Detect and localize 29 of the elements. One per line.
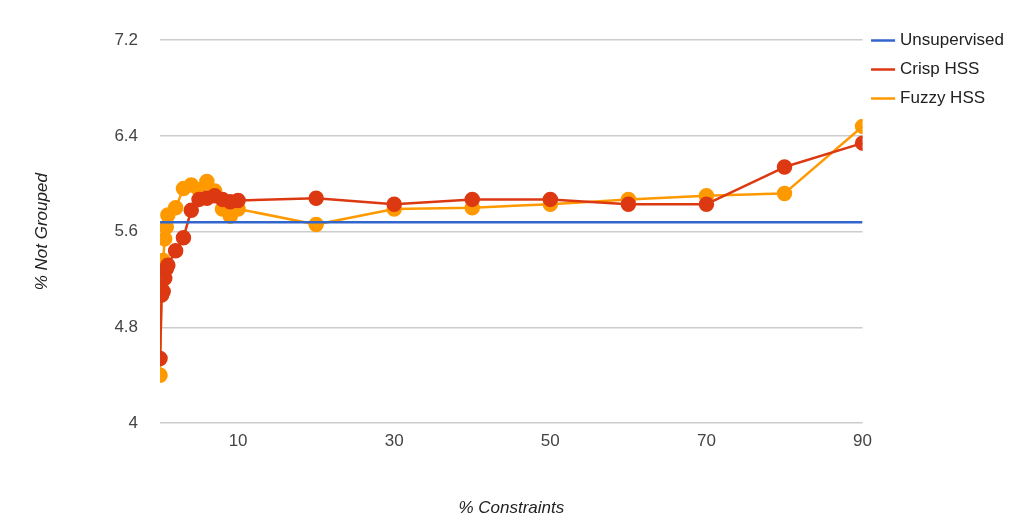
x-tick-label: 50: [540, 431, 560, 451]
point: [167, 200, 184, 216]
y-tick-label: 7.2: [114, 29, 139, 49]
point: [183, 202, 200, 218]
x-tick-label: 10: [228, 431, 248, 451]
point: [160, 257, 176, 273]
legend-label: Unsupervised: [900, 30, 1005, 50]
point: [542, 191, 559, 208]
point: [620, 196, 637, 212]
point: [308, 190, 324, 206]
point: [698, 196, 715, 212]
point: [776, 159, 793, 175]
y-axis-title: % Not Grouped: [31, 172, 51, 291]
x-tick-label: 90: [853, 431, 873, 451]
y-tick-label: 6.4: [114, 125, 139, 145]
legend-label: Fuzzy HSS: [900, 88, 986, 108]
x-axis-title: % Constraints: [458, 497, 565, 517]
point: [386, 196, 402, 212]
point: [199, 173, 215, 190]
y-tick-label: 4: [128, 412, 139, 432]
legend-label: Crisp HSS: [900, 59, 980, 79]
point: [167, 243, 184, 259]
x-tick-label: 70: [696, 431, 716, 451]
point: [175, 229, 192, 246]
y-tick-label: 5.6: [114, 221, 139, 241]
x-tick-label: 30: [384, 431, 404, 451]
y-tick-label: 4.8: [114, 317, 139, 337]
point: [776, 185, 793, 202]
point: [464, 191, 481, 208]
